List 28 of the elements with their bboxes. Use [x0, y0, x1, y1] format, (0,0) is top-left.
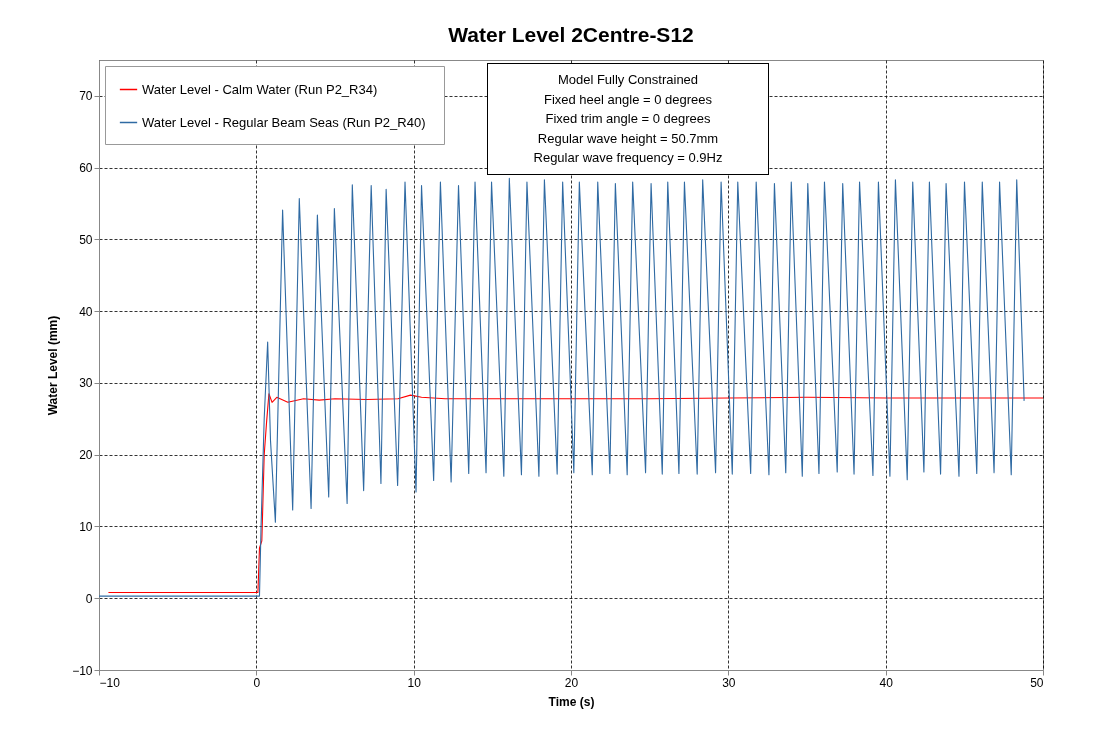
- chart-title: Water Level 2Centre-S12: [448, 23, 694, 46]
- line-series: [107, 393, 1043, 594]
- y-tick-label: 50: [79, 232, 93, 247]
- y-tick-label: 10: [79, 519, 93, 534]
- x-tick-label: 50: [1030, 675, 1044, 690]
- legend-label: Water Level - Regular Beam Seas (Run P2_R40): [142, 114, 426, 130]
- x-tick-label: 0: [253, 675, 261, 690]
- annotation: Fixed trim angle = 0 degrees: [544, 110, 712, 128]
- y-tick-label: 40: [79, 304, 93, 319]
- x-tick-label: −10: [99, 675, 121, 690]
- annotation: Regular wave height = 50.7mm: [536, 129, 720, 148]
- x-tick-label: 20: [564, 675, 579, 690]
- y-tick-label: −10: [72, 663, 93, 678]
- y-tick-label: 70: [79, 89, 93, 104]
- y-tick-label: 30: [79, 376, 93, 391]
- annotation: Regular wave frequency = 0.9Hz: [532, 149, 724, 167]
- y-axis-title: Water Level (mm): [46, 315, 61, 416]
- legend-label: Water Level - Calm Water (Run P2_R34): [142, 81, 378, 97]
- line-series: [99, 177, 1025, 597]
- x-tick-label: 40: [879, 675, 894, 690]
- x-tick-label: 30: [722, 675, 736, 690]
- x-tick-label: 10: [407, 675, 422, 690]
- x-axis-title: Time (s): [548, 694, 595, 709]
- y-tick-label: 60: [79, 161, 93, 176]
- annotation: Fixed heel angle = 0 degrees: [542, 90, 713, 109]
- y-tick-label: 20: [79, 448, 93, 463]
- annotation: Model Fully Constrained: [556, 71, 700, 89]
- y-tick-label: 0: [85, 591, 93, 606]
